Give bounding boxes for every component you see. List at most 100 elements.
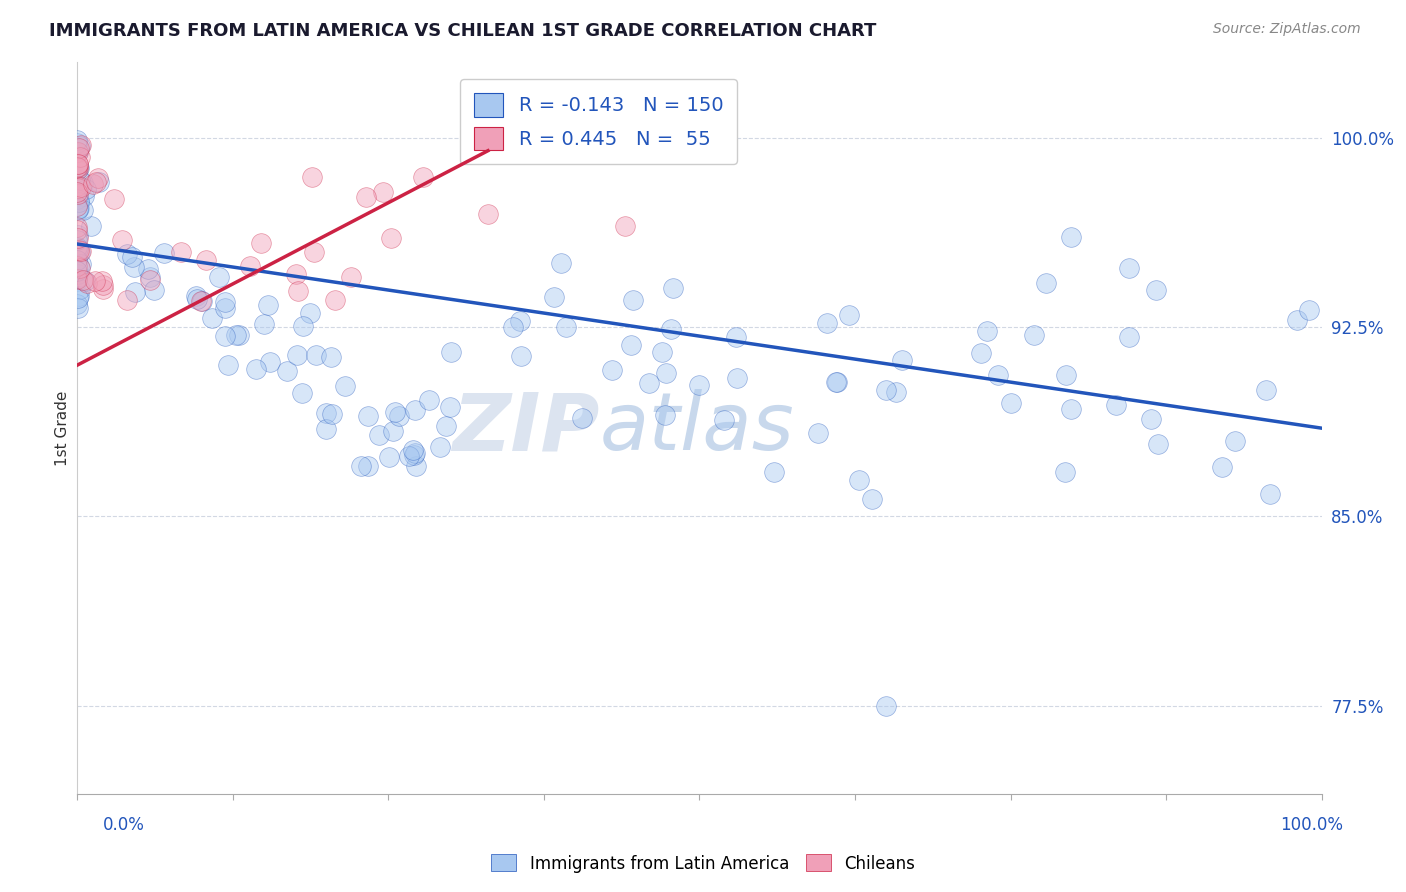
Point bbox=[91, 282, 114, 296]
Point bbox=[825, 375, 848, 389]
Point bbox=[429, 440, 451, 454]
Point bbox=[69, 260, 91, 275]
Point bbox=[1211, 459, 1233, 474]
Point bbox=[1054, 368, 1077, 382]
Point bbox=[214, 294, 236, 309]
Point bbox=[66, 231, 89, 245]
Point bbox=[70, 257, 93, 271]
Point bbox=[66, 240, 89, 254]
Point bbox=[139, 269, 162, 284]
Point bbox=[354, 190, 377, 204]
Point bbox=[139, 273, 162, 287]
Point bbox=[67, 259, 90, 273]
Point bbox=[66, 233, 89, 247]
Point bbox=[69, 180, 91, 194]
Point bbox=[66, 297, 89, 311]
Point bbox=[201, 310, 224, 325]
Point bbox=[72, 273, 94, 287]
Point bbox=[637, 376, 659, 391]
Point bbox=[121, 250, 143, 264]
Point bbox=[1118, 261, 1140, 276]
Point bbox=[66, 219, 89, 234]
Point bbox=[291, 386, 314, 401]
Point bbox=[321, 407, 343, 421]
Point bbox=[69, 282, 91, 296]
Point bbox=[122, 260, 145, 274]
Point bbox=[195, 252, 218, 267]
Point bbox=[66, 223, 89, 237]
Point bbox=[1054, 465, 1077, 479]
Point bbox=[613, 219, 636, 234]
Point bbox=[1024, 328, 1046, 343]
Point bbox=[371, 186, 394, 200]
Point bbox=[762, 465, 785, 479]
Point bbox=[69, 150, 91, 164]
Point bbox=[848, 473, 870, 487]
Point bbox=[170, 245, 193, 260]
Point bbox=[152, 245, 174, 260]
Point bbox=[103, 192, 125, 206]
Point bbox=[661, 280, 683, 294]
Point bbox=[66, 136, 89, 150]
Point bbox=[571, 411, 593, 425]
Point bbox=[655, 366, 678, 380]
Point bbox=[825, 375, 848, 389]
Point bbox=[367, 427, 389, 442]
Point bbox=[602, 363, 624, 377]
Point bbox=[257, 298, 280, 312]
Point bbox=[70, 244, 93, 258]
Point bbox=[477, 207, 499, 221]
Point bbox=[217, 358, 239, 372]
Point bbox=[190, 293, 212, 308]
Point bbox=[66, 272, 89, 286]
Point bbox=[333, 378, 356, 392]
Point bbox=[621, 293, 644, 307]
Point bbox=[838, 308, 860, 322]
Point bbox=[67, 201, 90, 215]
Point bbox=[1000, 396, 1022, 410]
Point bbox=[66, 186, 89, 201]
Point bbox=[67, 292, 90, 306]
Point bbox=[111, 233, 134, 247]
Point bbox=[554, 320, 576, 334]
Point bbox=[67, 160, 90, 174]
Text: atlas: atlas bbox=[600, 389, 794, 467]
Point bbox=[502, 320, 524, 334]
Point bbox=[659, 322, 682, 336]
Point bbox=[67, 195, 90, 210]
Point bbox=[323, 293, 346, 307]
Point bbox=[378, 450, 401, 464]
Point bbox=[970, 346, 993, 360]
Point bbox=[69, 173, 91, 187]
Point bbox=[315, 422, 337, 436]
Point bbox=[1060, 230, 1083, 244]
Point bbox=[73, 189, 96, 203]
Point bbox=[550, 256, 572, 270]
Point bbox=[73, 275, 96, 289]
Point bbox=[214, 301, 236, 315]
Point bbox=[875, 384, 897, 398]
Point bbox=[384, 405, 406, 419]
Point bbox=[66, 271, 89, 285]
Point bbox=[315, 406, 337, 420]
Point bbox=[66, 192, 89, 206]
Point bbox=[405, 458, 427, 473]
Point bbox=[1258, 487, 1281, 501]
Point bbox=[1298, 302, 1320, 317]
Point bbox=[76, 276, 98, 290]
Point bbox=[72, 176, 94, 190]
Point bbox=[860, 491, 883, 506]
Point bbox=[69, 245, 91, 260]
Point bbox=[815, 317, 838, 331]
Point bbox=[67, 244, 90, 258]
Point bbox=[82, 177, 104, 191]
Point bbox=[305, 348, 328, 362]
Point bbox=[190, 293, 212, 308]
Point bbox=[1105, 398, 1128, 412]
Point bbox=[381, 424, 404, 438]
Point bbox=[66, 133, 89, 147]
Point bbox=[350, 458, 373, 473]
Point bbox=[80, 219, 103, 233]
Point bbox=[84, 175, 107, 189]
Point bbox=[380, 230, 402, 244]
